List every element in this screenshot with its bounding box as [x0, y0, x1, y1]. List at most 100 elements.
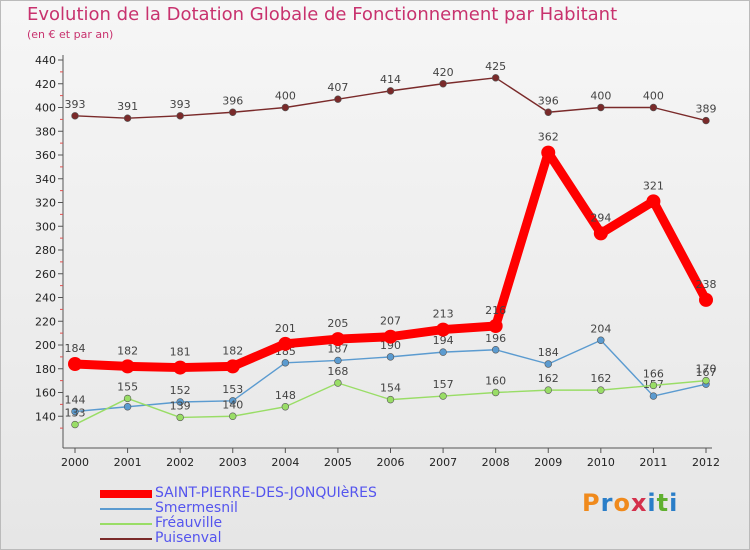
data-point — [702, 116, 710, 125]
data-label: 154 — [380, 382, 401, 395]
chart-subtitle: (en € et par an) — [27, 28, 114, 41]
data-point — [593, 226, 608, 241]
data-label: 184 — [538, 346, 559, 359]
data-point — [491, 346, 500, 354]
legend-label: Fréauville — [155, 515, 223, 531]
y-tick-label: 420 — [35, 78, 56, 91]
data-point — [334, 95, 342, 103]
data-label: 148 — [275, 389, 296, 402]
y-tick-label: 280 — [35, 244, 56, 257]
data-point — [491, 388, 500, 397]
data-label: 213 — [433, 308, 454, 321]
data-point — [330, 332, 345, 347]
series-1: 144152153185187190194196184204157167 — [65, 322, 717, 416]
data-point — [439, 348, 447, 356]
series-0: 184 182 181 182 201 205 207 213 216 362 294 321 238 — [65, 131, 717, 375]
data-label: 170 — [696, 363, 717, 376]
data-label: 400 — [275, 90, 296, 103]
data-label: 396 — [222, 94, 243, 107]
data-point — [71, 420, 79, 429]
data-point — [225, 359, 240, 374]
y-tick-label: 380 — [35, 125, 56, 138]
data-label: 155 — [117, 380, 138, 393]
data-label: 420 — [433, 66, 454, 79]
logo-letter: r — [600, 489, 614, 517]
data-label: 160 — [485, 375, 506, 388]
data-point — [386, 395, 395, 404]
data-point — [68, 357, 82, 371]
data-point — [281, 403, 290, 411]
data-label: 216 — [485, 304, 506, 317]
data-point — [334, 379, 342, 387]
logo-letter: t — [656, 489, 670, 517]
data-point — [699, 292, 713, 307]
legend-swatch — [100, 490, 152, 498]
data-label: 166 — [643, 367, 664, 380]
data-point — [123, 394, 132, 403]
y-tick-label: 360 — [35, 149, 56, 162]
x-tick-label: 2008 — [482, 456, 510, 469]
series-2: 133 155 139 140 148 168 154 157 160 162 162 166 170 — [65, 363, 717, 429]
x-tick-label: 2002 — [166, 456, 194, 469]
logo-letter: i — [669, 489, 679, 517]
data-label: 153 — [222, 383, 243, 396]
data-label: 393 — [65, 98, 86, 111]
data-point — [229, 108, 237, 116]
x-tick-label: 2005 — [324, 456, 352, 469]
x-tick-label: 2004 — [271, 456, 299, 469]
data-point — [278, 336, 293, 351]
y-tick-label: 300 — [35, 220, 56, 233]
logo-letter: i — [647, 489, 657, 517]
logo-letter: P — [582, 489, 601, 517]
data-label: 400 — [643, 90, 664, 103]
data-point — [176, 398, 184, 406]
data-label: 162 — [538, 372, 559, 385]
logo-letter: o — [613, 489, 631, 517]
x-tick-label: 2000 — [61, 456, 89, 469]
data-point — [383, 329, 398, 344]
y-tick-label: 400 — [35, 102, 56, 115]
logo-letter: x — [630, 489, 648, 517]
data-point — [597, 103, 605, 112]
data-label: 321 — [643, 179, 664, 192]
data-point — [646, 194, 661, 209]
y-tick-label: 340 — [35, 173, 56, 186]
legend-swatch — [100, 523, 152, 525]
data-point — [439, 392, 447, 400]
data-label: 425 — [485, 60, 506, 73]
data-point — [176, 112, 184, 120]
data-point — [229, 412, 237, 420]
data-point — [544, 108, 552, 116]
data-label: 187 — [327, 342, 348, 355]
data-point — [439, 80, 447, 88]
data-point — [176, 413, 184, 422]
x-tick-label: 2001 — [114, 456, 142, 469]
x-tick-label: 2006 — [377, 456, 405, 469]
data-label: 190 — [380, 339, 401, 352]
data-label: 205 — [327, 317, 348, 330]
series-3: 393 391 393 396 400 407 414 420 425 396 400 400 389 — [65, 60, 717, 125]
data-point — [597, 386, 605, 394]
data-point — [71, 112, 79, 120]
data-point — [649, 392, 658, 400]
data-label: 396 — [538, 94, 559, 107]
x-tick-label: 2012 — [692, 456, 720, 469]
data-point — [120, 359, 135, 374]
data-point — [436, 322, 451, 337]
legend-label: SAINT-PIERRE-DES-JONQUIèRES — [155, 485, 377, 501]
data-label: 391 — [117, 100, 138, 113]
data-point — [334, 356, 342, 365]
x-tick-label: 2010 — [587, 456, 615, 469]
data-label: 152 — [170, 384, 191, 397]
y-tick-label: 320 — [35, 197, 56, 210]
data-point — [71, 407, 79, 416]
legend-swatch — [100, 508, 152, 510]
data-label: 393 — [170, 98, 191, 111]
x-tick-label: 2009 — [534, 456, 562, 469]
y-tick-label: 200 — [35, 339, 56, 352]
data-point — [123, 403, 132, 411]
data-label: 362 — [538, 131, 559, 144]
data-point — [229, 397, 237, 405]
data-label: 400 — [590, 90, 611, 103]
